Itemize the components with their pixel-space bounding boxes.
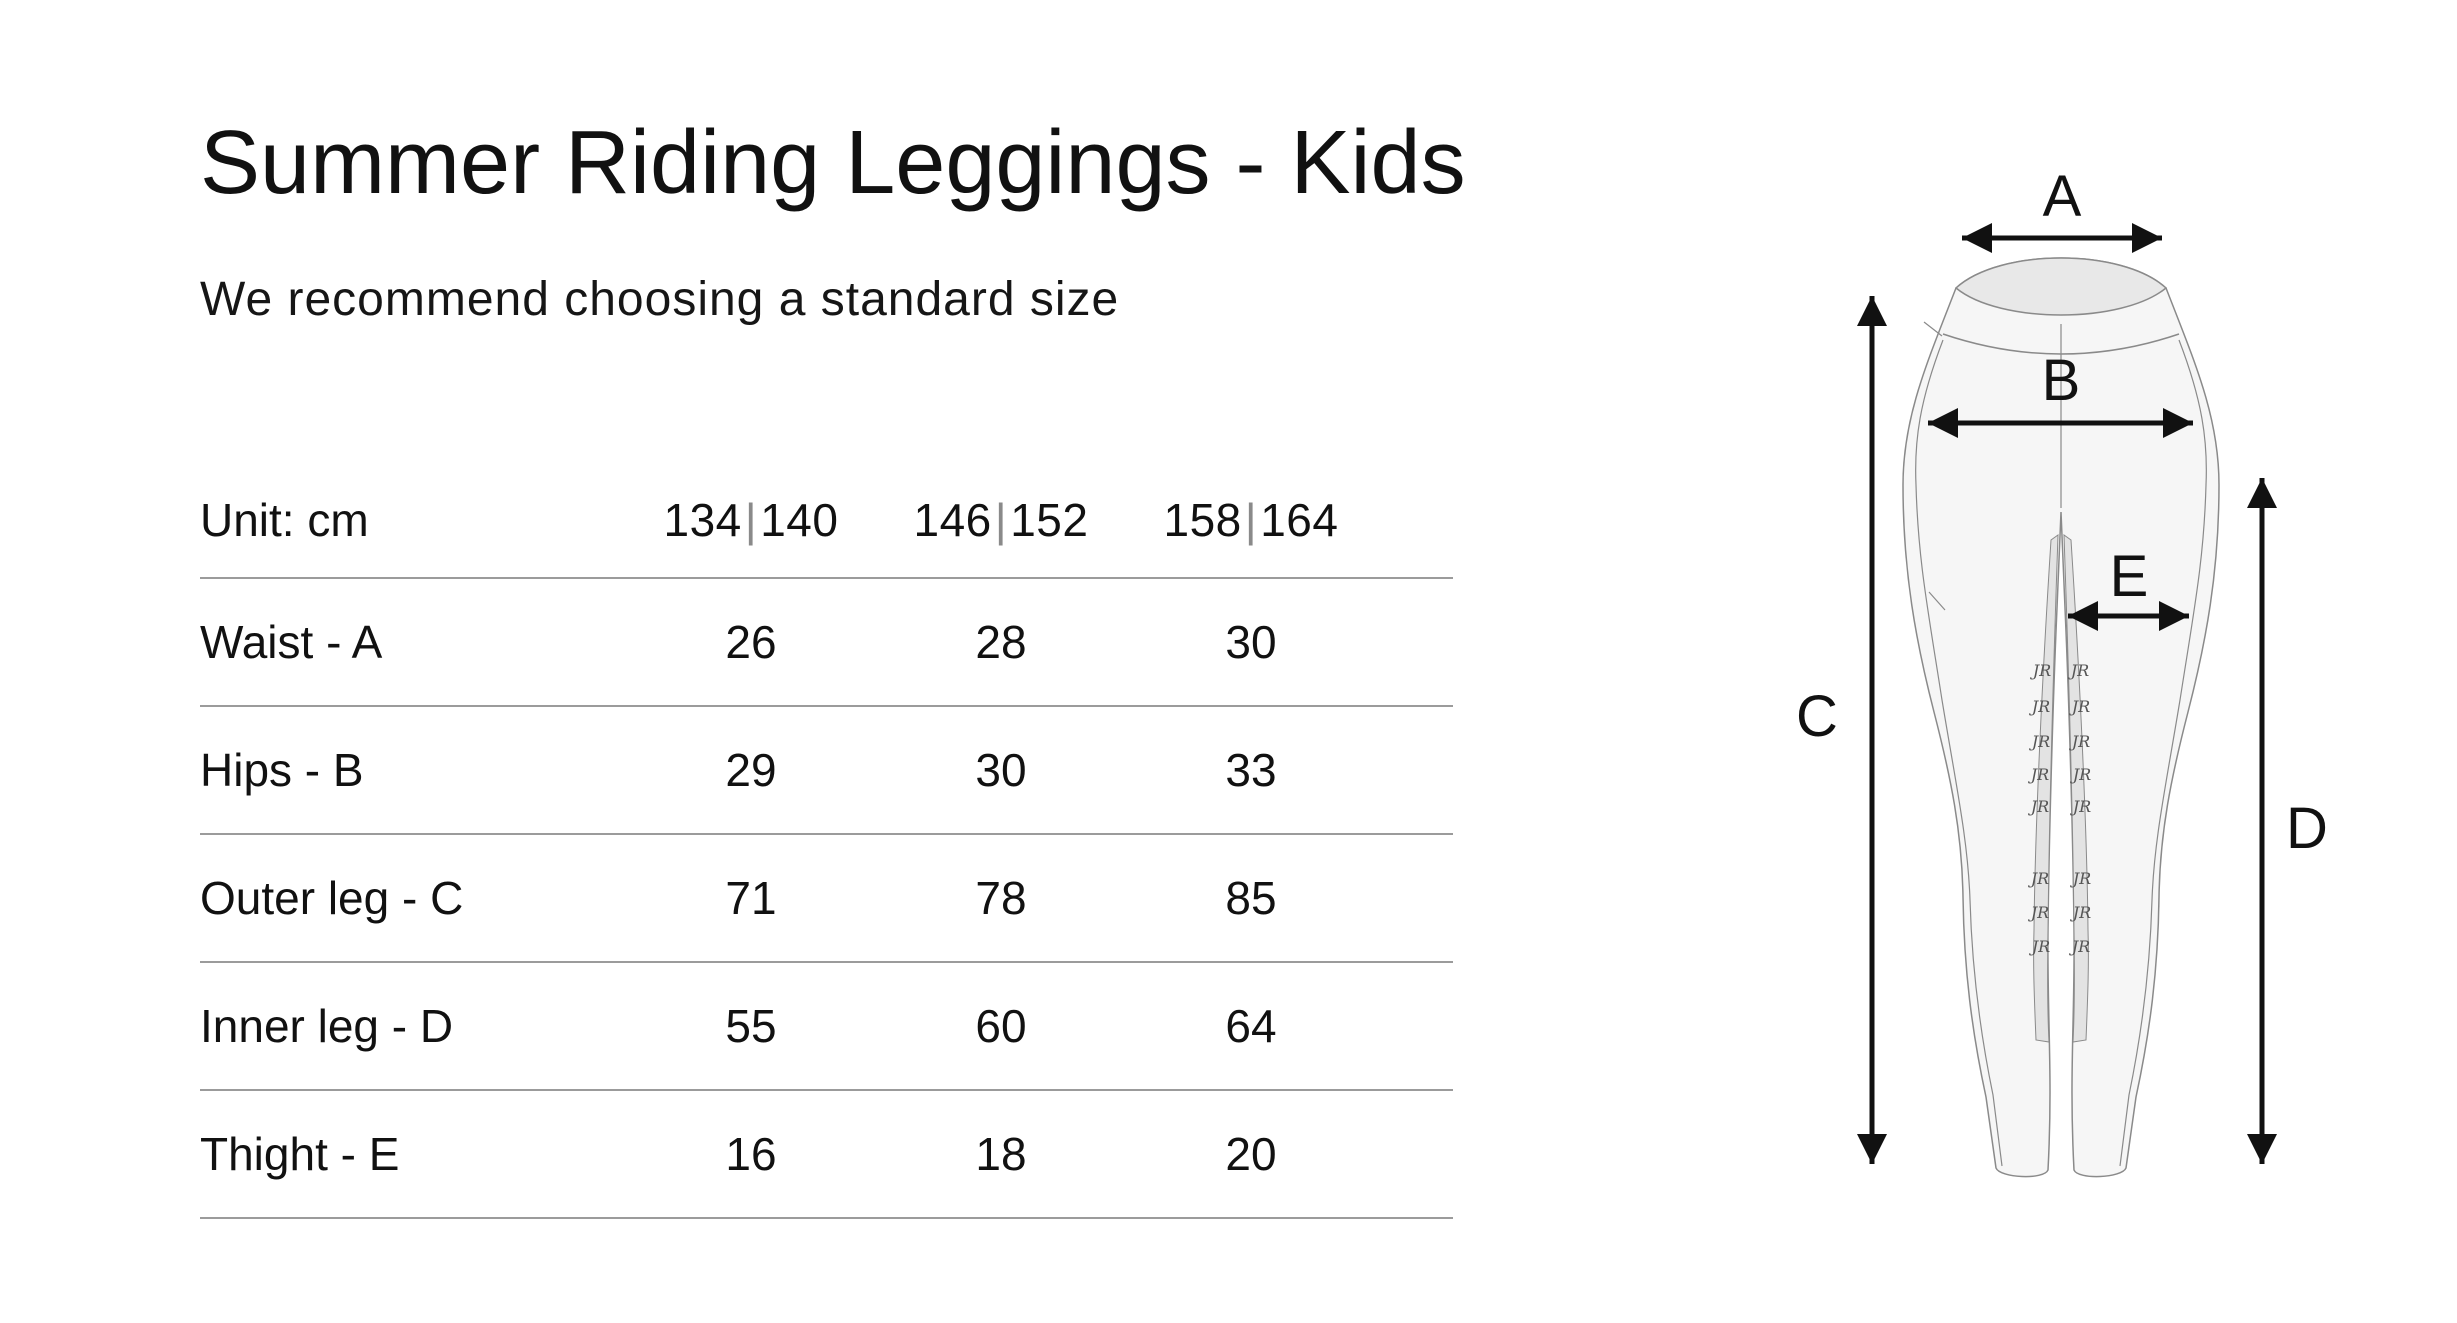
size-table-header-row: Unit: cm 134|140 146|152 158|164 xyxy=(200,462,1453,579)
cell-value: 29 xyxy=(626,706,876,835)
cell-value: 55 xyxy=(626,962,876,1091)
table-row-waist: Waist - A 26 28 30 xyxy=(200,578,1453,707)
cell-value: 30 xyxy=(1126,578,1376,707)
size-left: 134 xyxy=(663,493,742,546)
table-row-outer-leg: Outer leg - C 71 78 85 xyxy=(200,834,1453,963)
measure-label-a: A xyxy=(2043,164,2082,229)
cell-value: 28 xyxy=(876,578,1126,707)
row-spacer xyxy=(1376,962,1453,1091)
page-subtitle: We recommend choosing a standard size xyxy=(200,273,1120,326)
right-side-seam xyxy=(2119,339,2207,1167)
cell-value: 78 xyxy=(876,834,1126,963)
row-label: Hips - B xyxy=(200,706,626,835)
waistband-top xyxy=(1954,257,2168,316)
measure-label-b: B xyxy=(2042,348,2081,413)
jr-logo: JR xyxy=(2070,797,2091,816)
cell-value: 71 xyxy=(626,834,876,963)
size-header-158-164: 158|164 xyxy=(1126,462,1376,579)
cell-value: 85 xyxy=(1126,834,1376,963)
table-row-hips: Hips - B 29 30 33 xyxy=(200,706,1453,835)
leggings-outline xyxy=(1902,257,2220,1178)
size-header-134-140: 134|140 xyxy=(626,462,876,579)
size-table: Unit: cm 134|140 146|152 158|164 Waist -… xyxy=(200,462,1453,1219)
jr-logo: JR xyxy=(2029,937,2050,956)
jr-logo: JR xyxy=(2069,697,2090,716)
jr-logo: JR xyxy=(2070,765,2091,784)
jr-logo: JR xyxy=(2028,765,2049,784)
left-side-seam xyxy=(1915,339,2003,1167)
jr-logo: JR xyxy=(2028,869,2049,888)
jr-logo: JR xyxy=(2070,869,2091,888)
jr-logo: JR xyxy=(2029,697,2050,716)
size-separator: | xyxy=(744,493,758,546)
cell-value: 33 xyxy=(1126,706,1376,835)
row-label: Thight - E xyxy=(200,1090,626,1219)
jr-logo: JR xyxy=(2030,661,2051,680)
measure-label-c: C xyxy=(1796,684,1838,749)
unit-label: Unit: cm xyxy=(200,462,626,579)
size-right: 140 xyxy=(760,493,839,546)
table-row-thigh: Thight - E 16 18 20 xyxy=(200,1090,1453,1219)
cell-value: 16 xyxy=(626,1090,876,1219)
size-right: 152 xyxy=(1010,493,1089,546)
cell-value: 26 xyxy=(626,578,876,707)
pocket-bottom-line xyxy=(1928,591,1946,611)
jr-logo: JR xyxy=(2029,732,2050,751)
row-label: Waist - A xyxy=(200,578,626,707)
table-row-inner-leg: Inner leg - D 55 60 64 xyxy=(200,962,1453,1091)
measure-label-e: E xyxy=(2110,544,2149,609)
cell-value: 60 xyxy=(876,962,1126,1091)
size-left: 146 xyxy=(913,493,992,546)
size-separator: | xyxy=(1244,493,1258,546)
row-spacer xyxy=(1376,706,1453,835)
row-label: Outer leg - C xyxy=(200,834,626,963)
header-spacer xyxy=(1376,462,1453,579)
measure-label-d: D xyxy=(2286,796,2328,861)
row-spacer xyxy=(1376,1090,1453,1219)
row-spacer xyxy=(1376,578,1453,707)
cell-value: 20 xyxy=(1126,1090,1376,1219)
pocket-top-line xyxy=(1923,321,1943,337)
jr-logo: JR xyxy=(2070,903,2091,922)
cell-value: 18 xyxy=(876,1090,1126,1219)
jr-logo: JR xyxy=(2069,937,2090,956)
cell-value: 64 xyxy=(1126,962,1376,1091)
size-separator: | xyxy=(994,493,1008,546)
row-spacer xyxy=(1376,834,1453,963)
left-inner-panel xyxy=(2033,534,2059,1043)
jr-logo: JR xyxy=(2028,903,2049,922)
row-label: Inner leg - D xyxy=(200,962,626,1091)
right-inner-panel xyxy=(2063,534,2089,1043)
jr-logo: JR xyxy=(2069,732,2090,751)
size-left: 158 xyxy=(1163,493,1242,546)
page-title: Summer Riding Leggings - Kids xyxy=(200,113,1466,213)
cell-value: 30 xyxy=(876,706,1126,835)
leggings-measurement-diagram: JR JR JR JR JR JR JR JR JR JR JR JR JR J… xyxy=(1796,164,2328,1178)
size-header-146-152: 146|152 xyxy=(876,462,1126,579)
size-right: 164 xyxy=(1260,493,1339,546)
jr-logo: JR xyxy=(2028,797,2049,816)
jr-logo: JR xyxy=(2068,661,2089,680)
